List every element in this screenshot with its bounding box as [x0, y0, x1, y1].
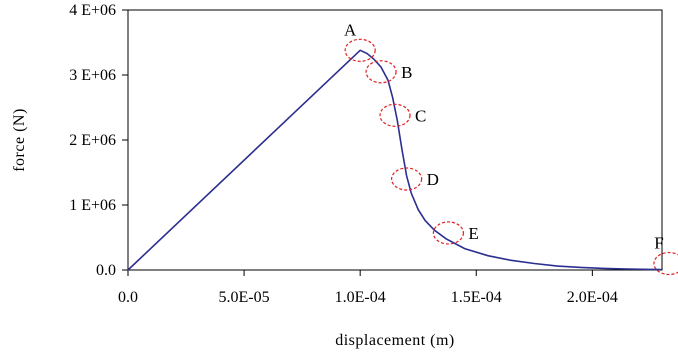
- y-axis-ticks: 0.0 1 E+06 2 E+06 3 E+06 4 E+06: [69, 2, 128, 279]
- y-axis-title: force (N): [11, 108, 28, 172]
- x-tick-label: 2.0E-04: [567, 289, 618, 306]
- marker-label-e: E: [468, 224, 478, 243]
- force-displacement-curve: [127, 49, 663, 271]
- y-tick-label: 3 E+06: [69, 67, 116, 84]
- marker-ellipse-d: [391, 167, 423, 191]
- y-tick-label: 2 E+06: [69, 132, 116, 149]
- marker-label-a: A: [344, 20, 357, 39]
- plot-area: [127, 9, 663, 271]
- y-tick-label: 0.0: [96, 262, 116, 279]
- marker-ellipse-c: [379, 103, 411, 127]
- y-tick-label: 1 E+06: [69, 197, 116, 214]
- marker-ellipse-b: [365, 60, 397, 84]
- x-tick-label: 0.0: [118, 289, 138, 306]
- x-tick-label: 5.0E-05: [219, 289, 270, 306]
- marker-label-d: D: [427, 170, 439, 189]
- x-axis-title: displacement (m): [335, 332, 455, 349]
- marker-ellipse-a: [344, 38, 376, 62]
- marker-label-f: F: [654, 234, 663, 253]
- marker-ellipse-f: [653, 251, 678, 276]
- x-tick-label: 1.5E-04: [451, 289, 502, 306]
- x-tick-label: 1.0E-04: [335, 289, 386, 306]
- marker-label-c: C: [415, 106, 426, 125]
- marker-label-b: B: [401, 63, 412, 82]
- y-tick-label: 4 E+06: [69, 2, 116, 19]
- x-axis-ticks: 0.0 5.0E-05 1.0E-04 1.5E-04 2.0E-04: [118, 270, 618, 306]
- marker-ellipse-e: [432, 221, 464, 245]
- annotation-markers: A B C D E F: [344, 20, 678, 276]
